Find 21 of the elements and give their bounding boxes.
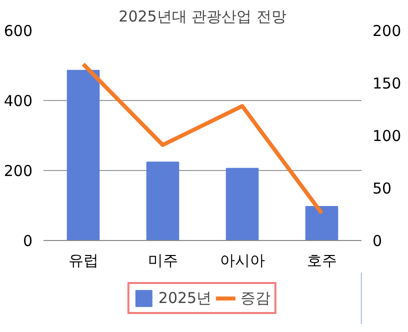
bar (305, 206, 338, 240)
y-tick-label: 600 (4, 22, 33, 40)
legend-label: 2025년 (158, 288, 212, 308)
y-tick-label: 400 (4, 92, 33, 110)
y2-tick-label: 200 (372, 22, 402, 40)
bar (66, 70, 100, 240)
line-series (81, 62, 324, 216)
x-tick-label: 호주 (306, 252, 337, 270)
bar (146, 162, 180, 240)
chart-title: 2025년대 관광산업 전망 (118, 8, 286, 26)
legend-label: 증감 (240, 288, 271, 308)
y2-tick-label: 100 (372, 127, 402, 145)
y2-tick-label: 150 (372, 74, 402, 92)
x-tick-label: 아시아 (220, 252, 265, 270)
y-tick-label: 0 (22, 232, 33, 250)
y-tick-label: 200 (4, 162, 33, 180)
y2-tick-label: 0 (372, 232, 382, 250)
bar (226, 168, 259, 240)
x-tick-label: 미주 (148, 252, 178, 270)
y2-tick-label: 50 (372, 180, 392, 198)
x-tick-label: 유럽 (68, 252, 98, 270)
